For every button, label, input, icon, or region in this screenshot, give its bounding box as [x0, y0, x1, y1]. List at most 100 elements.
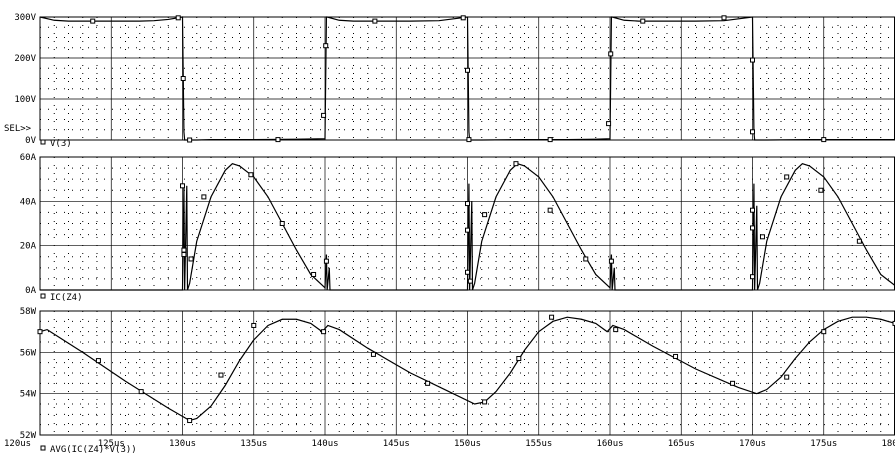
- x-tick-label: 175us: [810, 439, 837, 449]
- data-point-marker: [482, 399, 488, 405]
- legend-label: AVG(IC(Z4)*V(3)): [50, 445, 137, 455]
- data-point-marker: [201, 194, 207, 200]
- data-point-marker: [892, 320, 895, 326]
- y-tick-label: 0A: [25, 286, 36, 296]
- legend-marker-icon: [40, 139, 46, 145]
- data-point-marker: [465, 269, 470, 275]
- y-tick-label: 100V: [14, 95, 36, 105]
- data-point-marker: [513, 161, 519, 167]
- x-tick-label: 135us: [240, 439, 267, 449]
- data-point-marker: [251, 322, 257, 328]
- data-point-marker: [138, 389, 144, 395]
- data-point-marker: [547, 207, 553, 213]
- y-tick-label: 300V: [14, 13, 36, 23]
- x-tick-label: 130us: [169, 439, 196, 449]
- data-point-marker: [750, 57, 755, 63]
- data-point-marker: [372, 18, 378, 24]
- chart-panel-1: 300V 200V 100V 0V V(3): [14, 13, 895, 149]
- data-point-marker: [465, 201, 470, 207]
- data-point-marker: [750, 129, 755, 135]
- data-point-marker: [188, 256, 194, 262]
- x-tick-label: 155us: [525, 439, 552, 449]
- series-line-1: [40, 162, 895, 291]
- data-point-marker: [640, 18, 646, 24]
- sel-marker-label: SEL>>: [4, 124, 32, 134]
- legend-marker-icon: [40, 293, 46, 299]
- data-point-marker: [175, 15, 181, 21]
- series-line-1: [39, 16, 895, 141]
- x-tick-label: 140us: [311, 439, 338, 449]
- data-point-marker: [750, 225, 755, 231]
- data-point-marker: [323, 258, 329, 264]
- data-point-marker: [279, 221, 285, 226]
- data-point-marker: [721, 15, 727, 21]
- data-point-marker: [90, 18, 96, 24]
- y-tick-label: 20A: [20, 242, 37, 252]
- data-point-marker: [321, 112, 327, 118]
- x-tick-label: 170us: [739, 439, 766, 449]
- data-point-marker: [248, 172, 254, 178]
- data-point-marker: [187, 418, 193, 424]
- data-point-marker: [750, 274, 755, 280]
- data-point-marker: [821, 329, 827, 335]
- data-point-marker: [187, 137, 193, 143]
- y-tick-label: 200V: [14, 54, 36, 64]
- data-point-marker: [311, 271, 317, 277]
- x-tick-label: 160us: [596, 439, 623, 449]
- data-point-marker: [818, 187, 824, 193]
- data-point-marker: [730, 380, 736, 386]
- data-point-marker: [181, 252, 187, 258]
- data-point-marker: [516, 356, 522, 362]
- chart-panel-2: 60A 40A 20A 0A IC(Z4): [20, 153, 895, 303]
- data-point-marker: [181, 247, 187, 253]
- data-point-marker: [856, 238, 862, 244]
- data-point-marker: [750, 207, 755, 213]
- data-point-marker: [467, 278, 473, 284]
- y-tick-label: 52W: [20, 431, 37, 441]
- legend-label: V(3): [50, 139, 72, 149]
- data-point-marker: [583, 256, 589, 262]
- legend-label: IC(Z4): [50, 293, 83, 303]
- data-point-marker: [466, 137, 472, 143]
- data-point-marker: [180, 183, 185, 189]
- data-point-marker: [180, 76, 186, 81]
- data-point-marker: [613, 327, 619, 333]
- data-point-marker: [321, 329, 327, 335]
- y-tick-label: 54W: [20, 390, 37, 400]
- data-point-marker: [95, 358, 101, 364]
- y-tick-label: 40A: [20, 197, 37, 207]
- x-tick-label: 165us: [668, 439, 695, 449]
- y-tick-label: 56W: [20, 348, 37, 358]
- x-tick-label: 125us: [98, 439, 125, 449]
- data-point-marker: [465, 227, 470, 233]
- x-tick-label: 150us: [454, 439, 481, 449]
- data-point-marker: [218, 372, 224, 378]
- y-tick-label: 60A: [20, 153, 37, 163]
- x-tick-label: 180us: [881, 439, 895, 449]
- data-point-marker: [465, 67, 470, 73]
- data-point-marker: [275, 137, 281, 143]
- data-point-marker: [549, 314, 555, 320]
- legend-marker-icon: [40, 445, 46, 451]
- data-point-marker: [673, 353, 679, 359]
- data-point-marker: [425, 380, 431, 386]
- data-point-marker: [370, 351, 376, 357]
- x-tick-label: 145us: [383, 439, 410, 449]
- data-point-marker: [784, 174, 790, 180]
- data-point-marker: [608, 258, 614, 264]
- data-point-marker: [821, 137, 827, 143]
- y-tick-label: 0V: [25, 136, 36, 146]
- data-point-marker: [547, 137, 553, 143]
- y-tick-label: 58W: [20, 307, 37, 317]
- data-point-marker: [606, 121, 612, 127]
- data-point-marker: [784, 374, 790, 380]
- series-line-1: [39, 316, 895, 422]
- data-point-marker: [460, 15, 466, 21]
- data-point-marker: [37, 329, 43, 335]
- data-point-marker: [759, 234, 765, 240]
- data-point-marker: [482, 212, 488, 218]
- data-point-marker: [608, 51, 614, 57]
- data-point-marker: [323, 43, 329, 49]
